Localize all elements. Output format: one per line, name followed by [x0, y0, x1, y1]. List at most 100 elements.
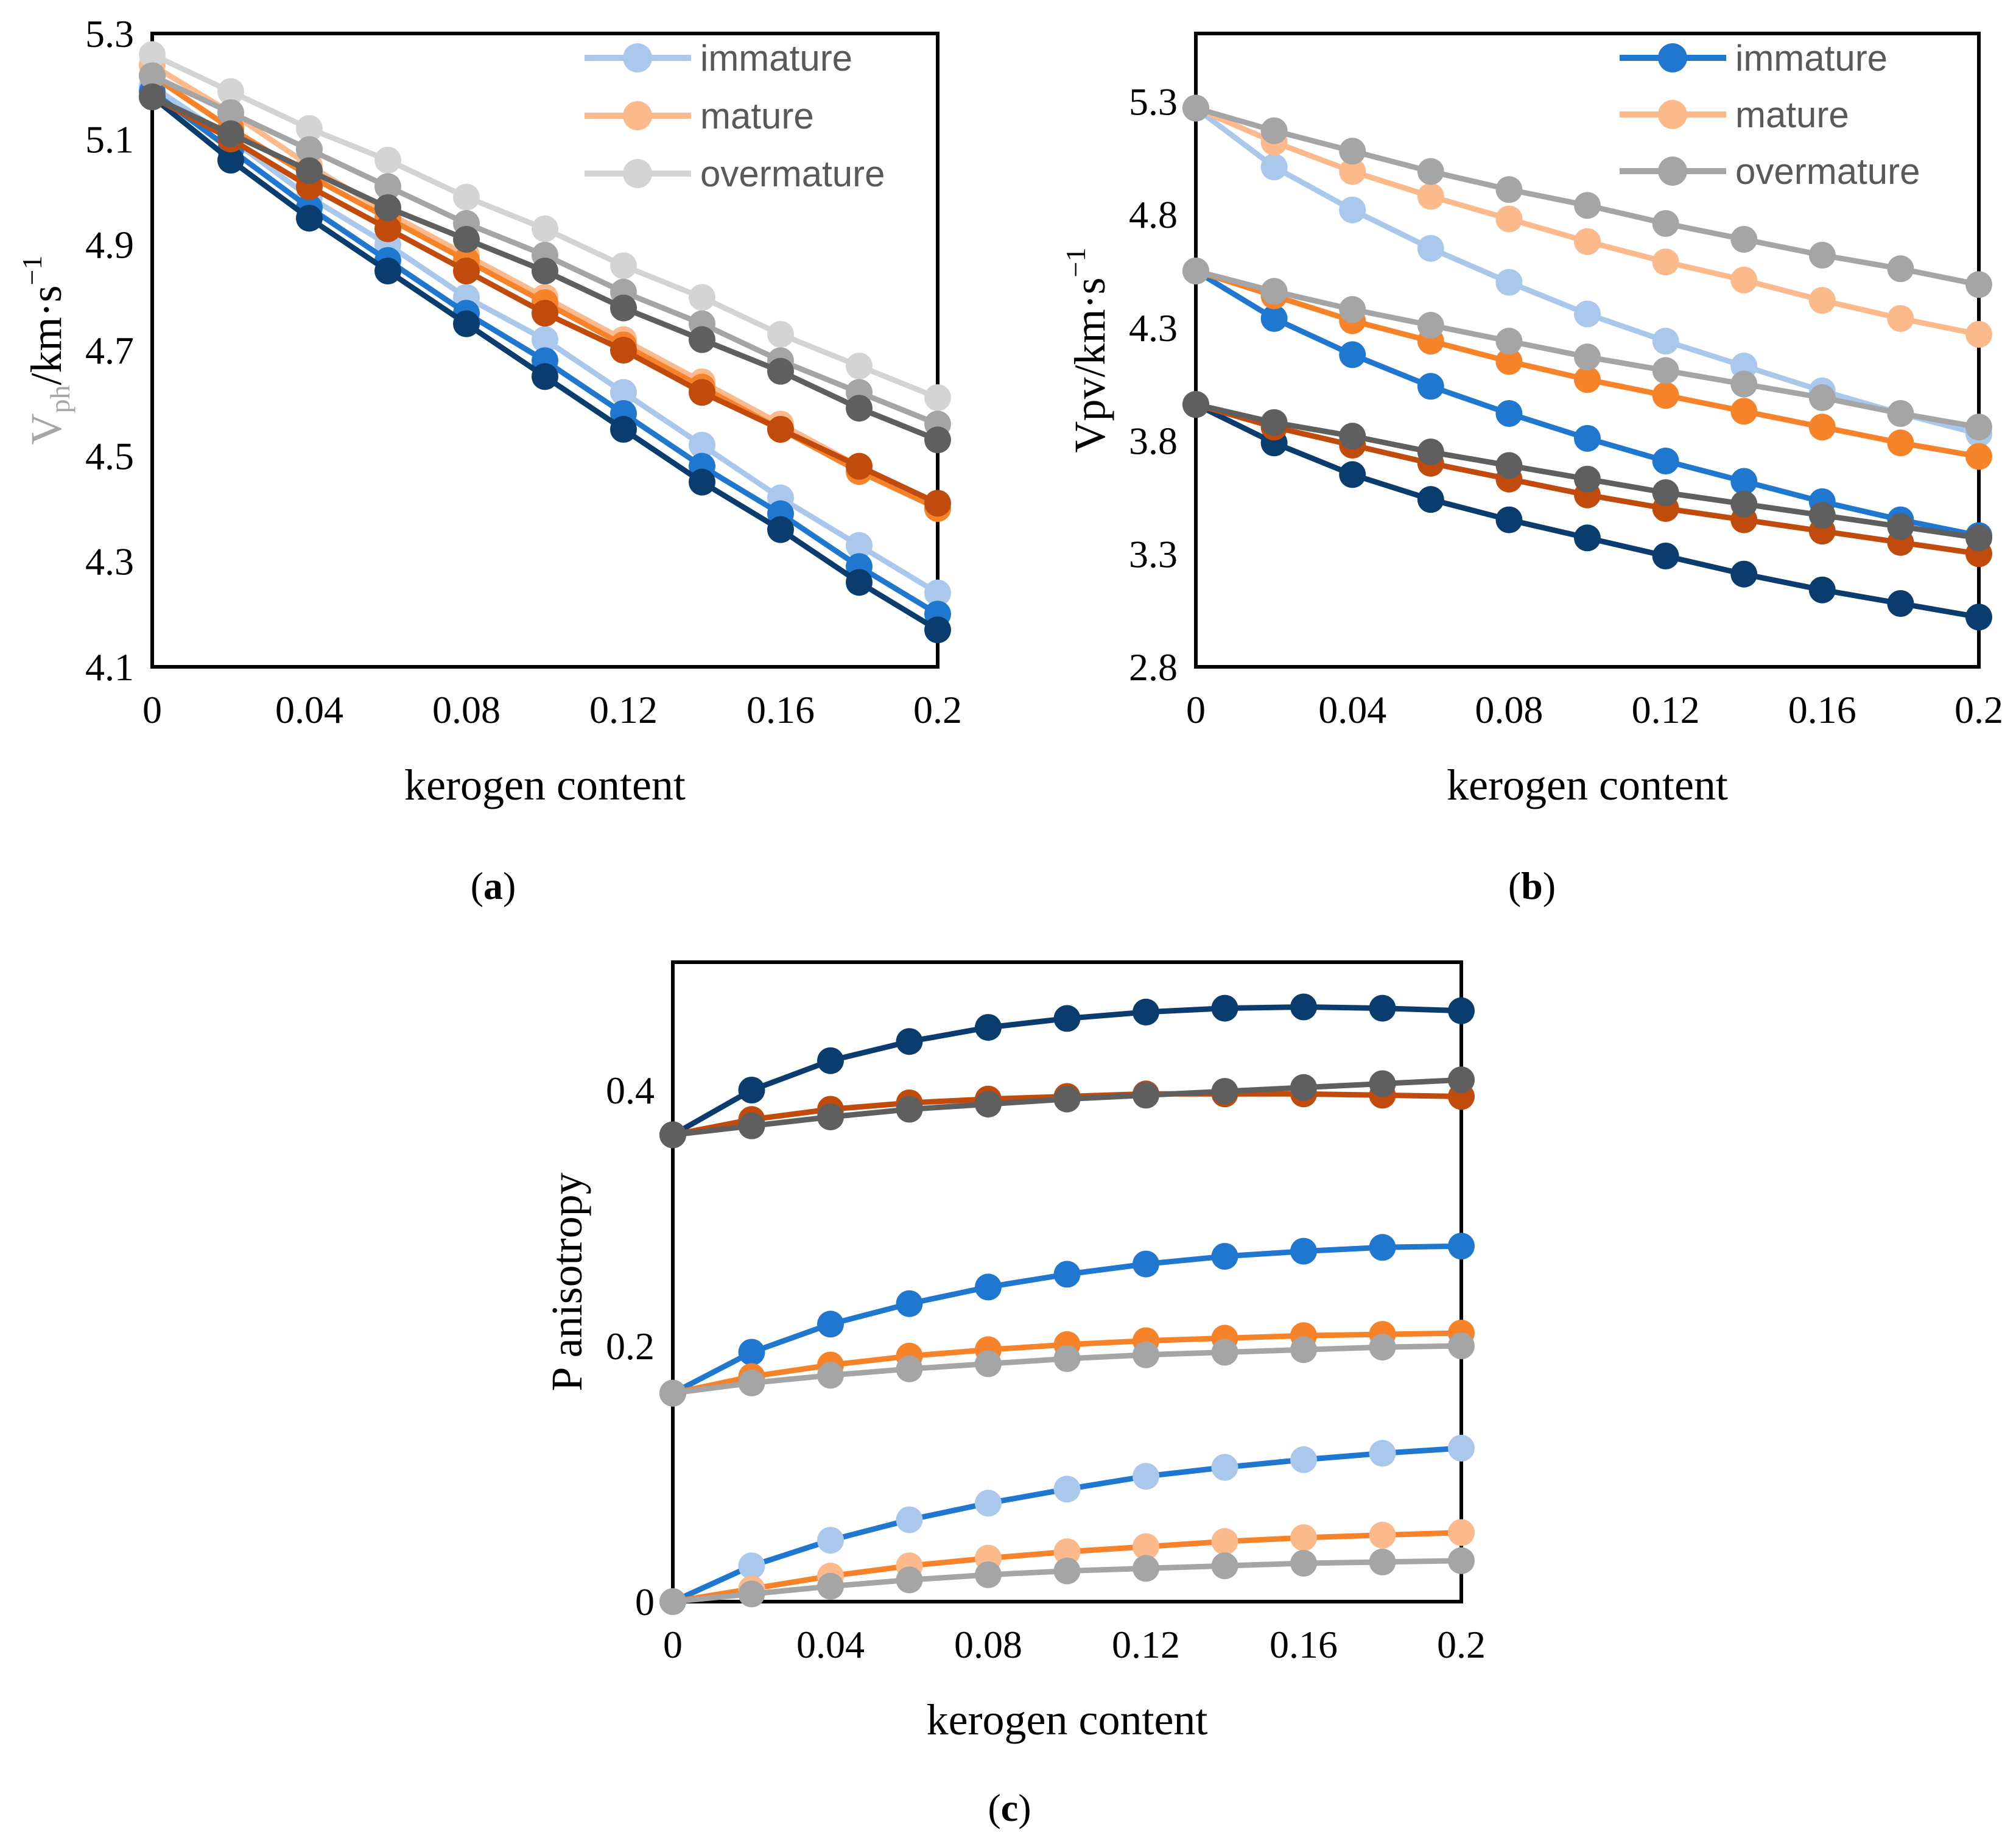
data-point [1339, 158, 1366, 185]
data-point [1260, 409, 1288, 436]
y-axis-title: Vpv/km·s−1 [1060, 248, 1114, 453]
y-tick-label: 3.3 [1129, 532, 1178, 575]
data-point [610, 294, 637, 322]
y-tick-label: 4.5 [85, 434, 134, 477]
y-tick-label: 4.8 [1129, 193, 1178, 236]
data-point [1133, 1555, 1159, 1582]
data-point [1448, 997, 1475, 1024]
series-mature-1 [1182, 94, 1992, 348]
data-point [1730, 468, 1758, 495]
data-point [453, 258, 480, 284]
data-point [374, 194, 401, 221]
data-point [1448, 1435, 1475, 1462]
x-tick-label: 0.12 [589, 688, 658, 731]
data-point [738, 1339, 765, 1366]
legend-label: mature [700, 96, 814, 136]
y-axis-title-symbol: V [22, 413, 71, 445]
data-point [1965, 271, 1992, 298]
data-point [610, 416, 637, 443]
data-point [217, 147, 244, 174]
data-point [217, 78, 244, 105]
data-point [1211, 1528, 1238, 1555]
x-tick-label: 0.04 [1318, 688, 1386, 731]
data-point [374, 173, 401, 200]
data-point [1053, 1261, 1081, 1288]
data-point [767, 416, 794, 443]
x-tick-label: 0.16 [1788, 688, 1856, 731]
data-point [1339, 296, 1366, 323]
data-point [532, 258, 558, 284]
x-tick-label: 0.2 [1437, 1623, 1486, 1666]
data-point [1730, 490, 1758, 518]
data-point [1652, 210, 1679, 237]
data-point [139, 83, 166, 110]
data-point [659, 1379, 686, 1407]
series-overmature-3 [1182, 391, 1992, 552]
data-point [374, 147, 401, 174]
data-point [1182, 391, 1209, 418]
y-tick-label: 4.3 [85, 540, 134, 583]
data-point [1053, 1538, 1081, 1566]
series-immature-1 [1182, 94, 1992, 448]
data-point [689, 468, 715, 496]
legend-b: immature mature overmature [1620, 38, 1920, 192]
data-point [1053, 1345, 1081, 1372]
data-point [975, 1273, 1002, 1301]
y-tick-label: 2.8 [1129, 646, 1178, 689]
data-point [1730, 370, 1758, 398]
x-axis-title: kerogen content [404, 761, 686, 809]
data-point [1369, 994, 1396, 1022]
y-tick-label: 0.4 [606, 1069, 655, 1112]
data-point [1290, 1446, 1317, 1473]
data-point [1495, 176, 1523, 203]
data-point [1730, 226, 1758, 253]
data-point [1417, 486, 1444, 513]
data-point [1417, 183, 1444, 210]
data-point [846, 353, 873, 379]
data-point [767, 516, 794, 543]
data-point [610, 379, 637, 406]
data-point [1495, 348, 1523, 375]
data-point [453, 310, 480, 337]
data-point [1495, 506, 1523, 533]
data-point [1652, 448, 1679, 474]
data-point [817, 1362, 844, 1389]
y-tick-label: 0 [635, 1580, 655, 1624]
data-point [1808, 242, 1836, 269]
data-point [767, 321, 794, 348]
data-point [1574, 424, 1601, 452]
panel-b: 0 0.04 0.08 0.12 0.16 0.2 2.8 3.3 3.8 4.3 4.8 5.3 ke… [1060, 32, 2003, 809]
plot-area-b [1194, 32, 1981, 669]
data-point [1133, 1463, 1159, 1490]
data-point [1260, 153, 1288, 181]
y-axis-title-superscript: −1 [16, 256, 47, 286]
data-point [896, 1355, 923, 1382]
x-tick-label: 0.12 [1112, 1623, 1180, 1666]
data-point [1417, 234, 1444, 262]
panel-label-a: (a) [471, 864, 516, 907]
data-point [1808, 576, 1836, 604]
data-point [738, 1077, 765, 1103]
data-point [738, 1112, 765, 1139]
data-point [975, 1490, 1002, 1517]
data-point [1808, 287, 1836, 314]
data-point [1369, 1440, 1396, 1467]
data-point [1652, 382, 1679, 409]
data-point [1887, 400, 1914, 427]
data-point [689, 284, 715, 311]
data-point [1448, 1066, 1475, 1094]
x-tick-label: 0.12 [1632, 688, 1700, 731]
panel-a: 0 0.04 0.08 0.12 0.16 0.2 4.1 4.3 4.5 4.7 4.9 5.1 5.… [16, 12, 962, 809]
data-point [817, 1311, 844, 1338]
data-point [610, 337, 637, 364]
x-tick-label: 0.2 [1955, 688, 2003, 731]
data-point [896, 1506, 923, 1533]
data-point [1965, 321, 1992, 348]
legend-marker [1658, 157, 1687, 186]
data-point [1448, 1233, 1475, 1260]
data-point [1211, 1078, 1238, 1105]
legend-label: overmature [700, 153, 885, 194]
data-point [1211, 1454, 1238, 1481]
x-tick-label: 0 [1186, 688, 1206, 731]
data-point [738, 1369, 765, 1396]
